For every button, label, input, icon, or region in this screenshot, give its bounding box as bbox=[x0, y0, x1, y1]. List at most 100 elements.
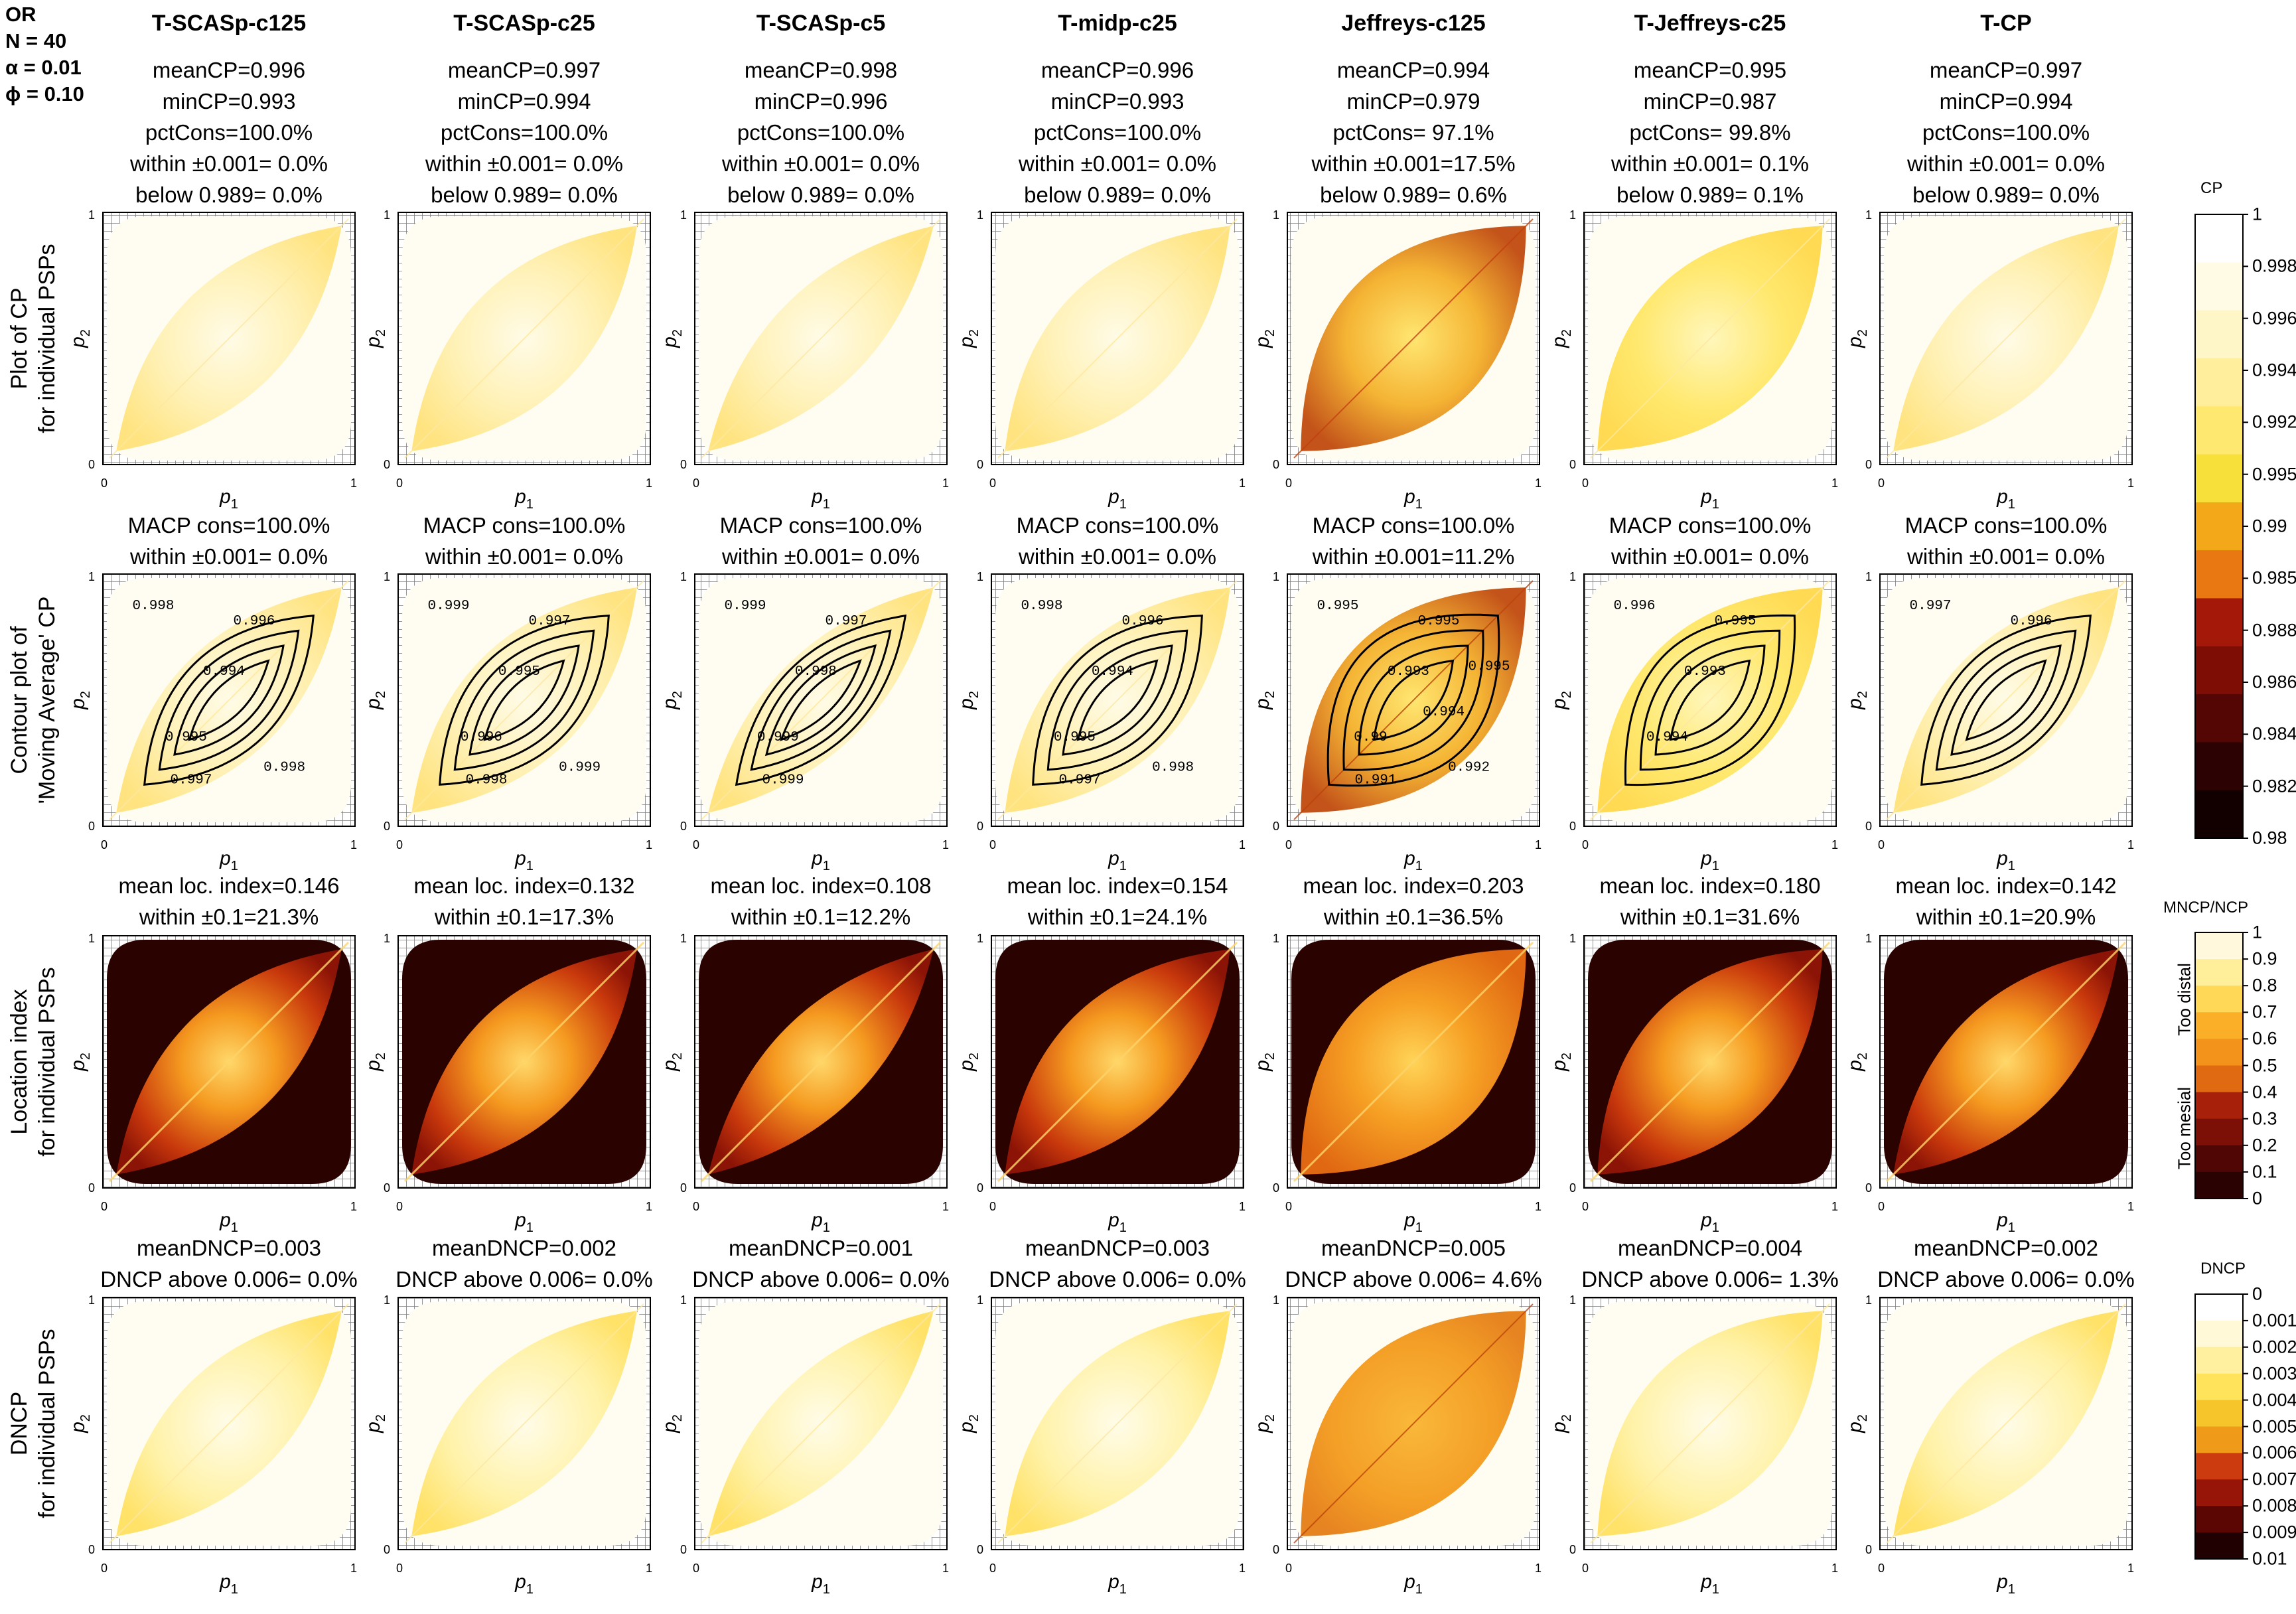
contour-label: 0.997 bbox=[1058, 772, 1100, 788]
y-tick-1: 1 bbox=[977, 208, 983, 222]
contour-line bbox=[173, 644, 285, 756]
y-tick-1: 1 bbox=[1569, 570, 1576, 583]
contour-line bbox=[1032, 615, 1203, 786]
y-tick-1: 1 bbox=[680, 1293, 687, 1307]
y-tick-0: 0 bbox=[1569, 1181, 1576, 1195]
x-tick-0: 0 bbox=[101, 477, 108, 490]
contour-label: 0.996 bbox=[2010, 614, 2052, 629]
colorbar-2-tick: 0.9 bbox=[2252, 948, 2277, 969]
dncp-line-2: DNCP above 0.006= 4.6% bbox=[1285, 1267, 1542, 1291]
panel-jeffreys-c125-row-3: 0 1 0 1 p1 p2 bbox=[1252, 932, 1542, 1235]
loc-line-1: mean loc. index=0.142 bbox=[1895, 873, 2117, 898]
x-tick-1: 1 bbox=[350, 477, 357, 490]
x-axis-label: p1 bbox=[811, 486, 830, 512]
row-label-2: Contour plot of 'Moving Average' CP bbox=[5, 597, 61, 804]
dncp-line-2: DNCP above 0.006= 0.0% bbox=[692, 1267, 950, 1291]
panel-t-cp-row-3: 0 1 0 1 p1 p2 bbox=[1844, 932, 2134, 1235]
contour-line bbox=[1372, 659, 1455, 741]
panel-t-scasp-c25-row-2: 0 1 0 1 p1 p2 bbox=[362, 570, 652, 873]
colorbar-side-bottom-label: Too mesial bbox=[2174, 1086, 2194, 1170]
colorbar-1-tick: 1 bbox=[2252, 204, 2263, 224]
colorbar-swatch bbox=[2195, 214, 2243, 263]
x-tick-0: 0 bbox=[1285, 477, 1292, 490]
diagonal-band bbox=[1590, 580, 1830, 820]
x-axis-label: p1 bbox=[514, 847, 534, 873]
colorbar-swatch bbox=[2195, 1479, 2243, 1506]
stat-line-1: meanCP=0.997 bbox=[1929, 58, 2083, 82]
panel-frame bbox=[397, 212, 651, 465]
y-tick-0: 0 bbox=[1865, 1181, 1872, 1195]
x-axis-label: p1 bbox=[1108, 847, 1127, 873]
x-tick-0: 0 bbox=[989, 838, 996, 851]
y-tick-1: 1 bbox=[384, 932, 390, 945]
colorbar-1-tick: 0.994 bbox=[2252, 360, 2296, 380]
stat-line-1: meanCP=0.996 bbox=[152, 58, 306, 82]
colorbar-3-tick: 0.01 bbox=[2252, 1548, 2287, 1569]
panel-t-cp-row-1: 0 1 0 1 p1 p2 bbox=[1844, 208, 2134, 512]
loc-line-1: mean loc. index=0.132 bbox=[413, 873, 635, 898]
y-tick-1: 1 bbox=[1273, 208, 1279, 222]
contour-line bbox=[1950, 644, 2062, 756]
stat-line-2: minCP=0.993 bbox=[1050, 89, 1184, 113]
y-axis-label: p2 bbox=[956, 1053, 981, 1072]
panel-frame bbox=[102, 212, 356, 465]
loc-line-2: within ±0.1=31.6% bbox=[1620, 905, 1800, 929]
stat-line-5: below 0.989= 0.6% bbox=[1320, 183, 1507, 207]
y-tick-1: 1 bbox=[88, 932, 95, 945]
diagonal-band bbox=[109, 1303, 349, 1544]
dncp-line-1: meanDNCP=0.002 bbox=[1914, 1236, 2098, 1260]
y-tick-0: 0 bbox=[384, 1181, 390, 1195]
dncp-line-1: meanDNCP=0.001 bbox=[729, 1236, 913, 1260]
dncp-line-1: meanDNCP=0.005 bbox=[1321, 1236, 1506, 1260]
stat-line-5: below 0.989= 0.0% bbox=[135, 183, 323, 207]
contour-label: 0.999 bbox=[427, 599, 469, 614]
y-axis-label: p2 bbox=[362, 691, 388, 710]
x-tick-1: 1 bbox=[1831, 1200, 1838, 1213]
column-title-t-scasp-c5: T-SCASp-c5 bbox=[756, 11, 886, 36]
x-tick-1: 1 bbox=[1239, 1562, 1246, 1575]
x-tick-0: 0 bbox=[989, 1200, 996, 1213]
colorbar-2-tick: 1 bbox=[2252, 922, 2263, 942]
y-tick-0: 0 bbox=[88, 1543, 95, 1556]
y-tick-0: 0 bbox=[88, 820, 95, 833]
panel-t-scasp-c25-row-4: 0 1 0 1 p1 p2 bbox=[362, 1293, 652, 1597]
contour-label: 0.993 bbox=[1388, 664, 1429, 680]
y-tick-0: 0 bbox=[680, 458, 687, 471]
diagonal-band bbox=[1293, 1303, 1534, 1544]
colorbar-3-tick: 0.008 bbox=[2252, 1495, 2296, 1516]
diagonal-band bbox=[701, 218, 941, 459]
y-tick-1: 1 bbox=[1273, 932, 1279, 945]
colorbar-2-tick: 0.5 bbox=[2252, 1055, 2277, 1075]
diagonal-band bbox=[109, 218, 349, 459]
x-tick-0: 0 bbox=[989, 1562, 996, 1575]
panel-frame bbox=[1583, 935, 1837, 1189]
x-axis-label: p1 bbox=[219, 847, 238, 873]
x-tick-1: 1 bbox=[1535, 838, 1542, 851]
macp-line-1: MACP cons=100.0% bbox=[1904, 513, 2108, 538]
panel-t-jeffreys-c25-row-4: 0 1 0 1 p1 p2 bbox=[1548, 1293, 1838, 1597]
y-axis-label: p2 bbox=[1548, 1053, 1574, 1072]
y-axis-label: p2 bbox=[659, 691, 685, 710]
diagonal-band bbox=[1886, 1303, 2126, 1544]
colorbar-3-tick: 0 bbox=[2252, 1284, 2263, 1304]
panel-frame bbox=[1287, 573, 1540, 827]
contour-label: 0.998 bbox=[1152, 760, 1194, 775]
y-tick-1: 1 bbox=[1865, 208, 1872, 222]
x-tick-1: 1 bbox=[2127, 477, 2134, 490]
x-tick-1: 1 bbox=[2127, 838, 2134, 851]
x-axis-label: p1 bbox=[219, 1209, 238, 1235]
y-tick-1: 1 bbox=[88, 1293, 95, 1307]
loc-line-1: mean loc. index=0.203 bbox=[1303, 873, 1524, 898]
row-label-2-line-2: 'Moving Average' CP bbox=[35, 596, 60, 804]
x-axis-label: p1 bbox=[514, 1209, 534, 1235]
row-label-3: Location index for individual PSPs bbox=[5, 967, 61, 1156]
row-label-4-line-1: DNCP bbox=[7, 1391, 32, 1456]
y-axis-label: p2 bbox=[67, 691, 93, 710]
colorbar-2-tick: 0 bbox=[2252, 1188, 2263, 1209]
x-axis-label: p1 bbox=[1996, 1209, 2015, 1235]
diagonal-band bbox=[1293, 218, 1534, 459]
y-tick-0: 0 bbox=[1273, 820, 1279, 833]
panel-frame bbox=[1583, 573, 1837, 827]
panel-frame bbox=[102, 935, 356, 1189]
x-tick-0: 0 bbox=[1582, 1200, 1589, 1213]
